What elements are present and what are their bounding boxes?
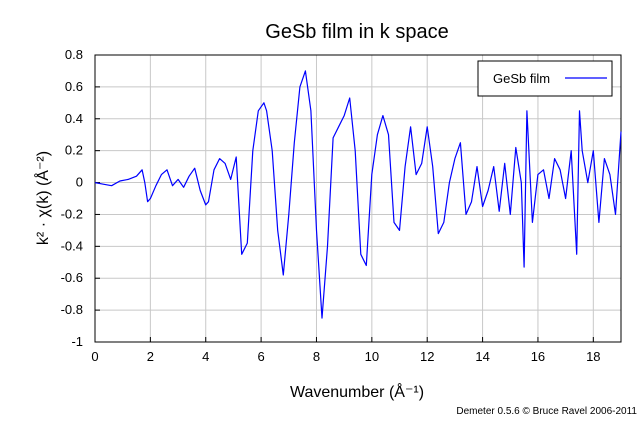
x-tick-label: 8 <box>313 349 320 364</box>
credit-text: Demeter 0.5.6 © Bruce Ravel 2006-2011 <box>456 406 637 417</box>
chart-title: GeSb film in k space <box>265 21 448 43</box>
x-ticks: 0 2 4 6 8 10 12 14 16 18 <box>91 337 601 364</box>
plot-frame <box>94 54 622 343</box>
y-tick-label: 0.6 <box>65 79 83 94</box>
x-tick-label: 0 <box>91 349 98 364</box>
x-tick-label: 12 <box>420 349 434 364</box>
x-tick-label: 2 <box>147 349 154 364</box>
y-tick-label: 0 <box>76 175 83 190</box>
x-tick-label: 10 <box>365 349 379 364</box>
y-tick-label: 0.4 <box>65 111 83 126</box>
y-tick-label: -0.6 <box>61 270 83 285</box>
x-tick-label: 18 <box>586 349 600 364</box>
y-tick-label: -0.4 <box>61 238 83 253</box>
x-tick-label: 4 <box>202 349 209 364</box>
y-tick-label: -0.8 <box>61 302 83 317</box>
y-axis-label: k² · χ(k) (Å⁻²) <box>33 151 52 245</box>
y-tick-label: -0.2 <box>61 206 83 221</box>
x-tick-label: 6 <box>257 349 264 364</box>
y-tick-label: -1 <box>71 334 83 349</box>
y-ticks: -1 -0.8 -0.6 -0.4 -0.2 0 0.2 0.4 0.6 0.8 <box>61 47 100 349</box>
y-tick-label: 0.8 <box>65 47 83 62</box>
series-line-0 <box>94 70 622 319</box>
y-tick-label: 0.2 <box>65 143 83 158</box>
series-group <box>94 70 622 319</box>
x-tick-label: 14 <box>475 349 489 364</box>
x-axis-label: Wavenumber (Å⁻¹) <box>290 382 424 401</box>
x-tick-label: 16 <box>531 349 545 364</box>
legend: GeSb film <box>477 60 613 97</box>
legend-label: GeSb film <box>493 71 550 86</box>
